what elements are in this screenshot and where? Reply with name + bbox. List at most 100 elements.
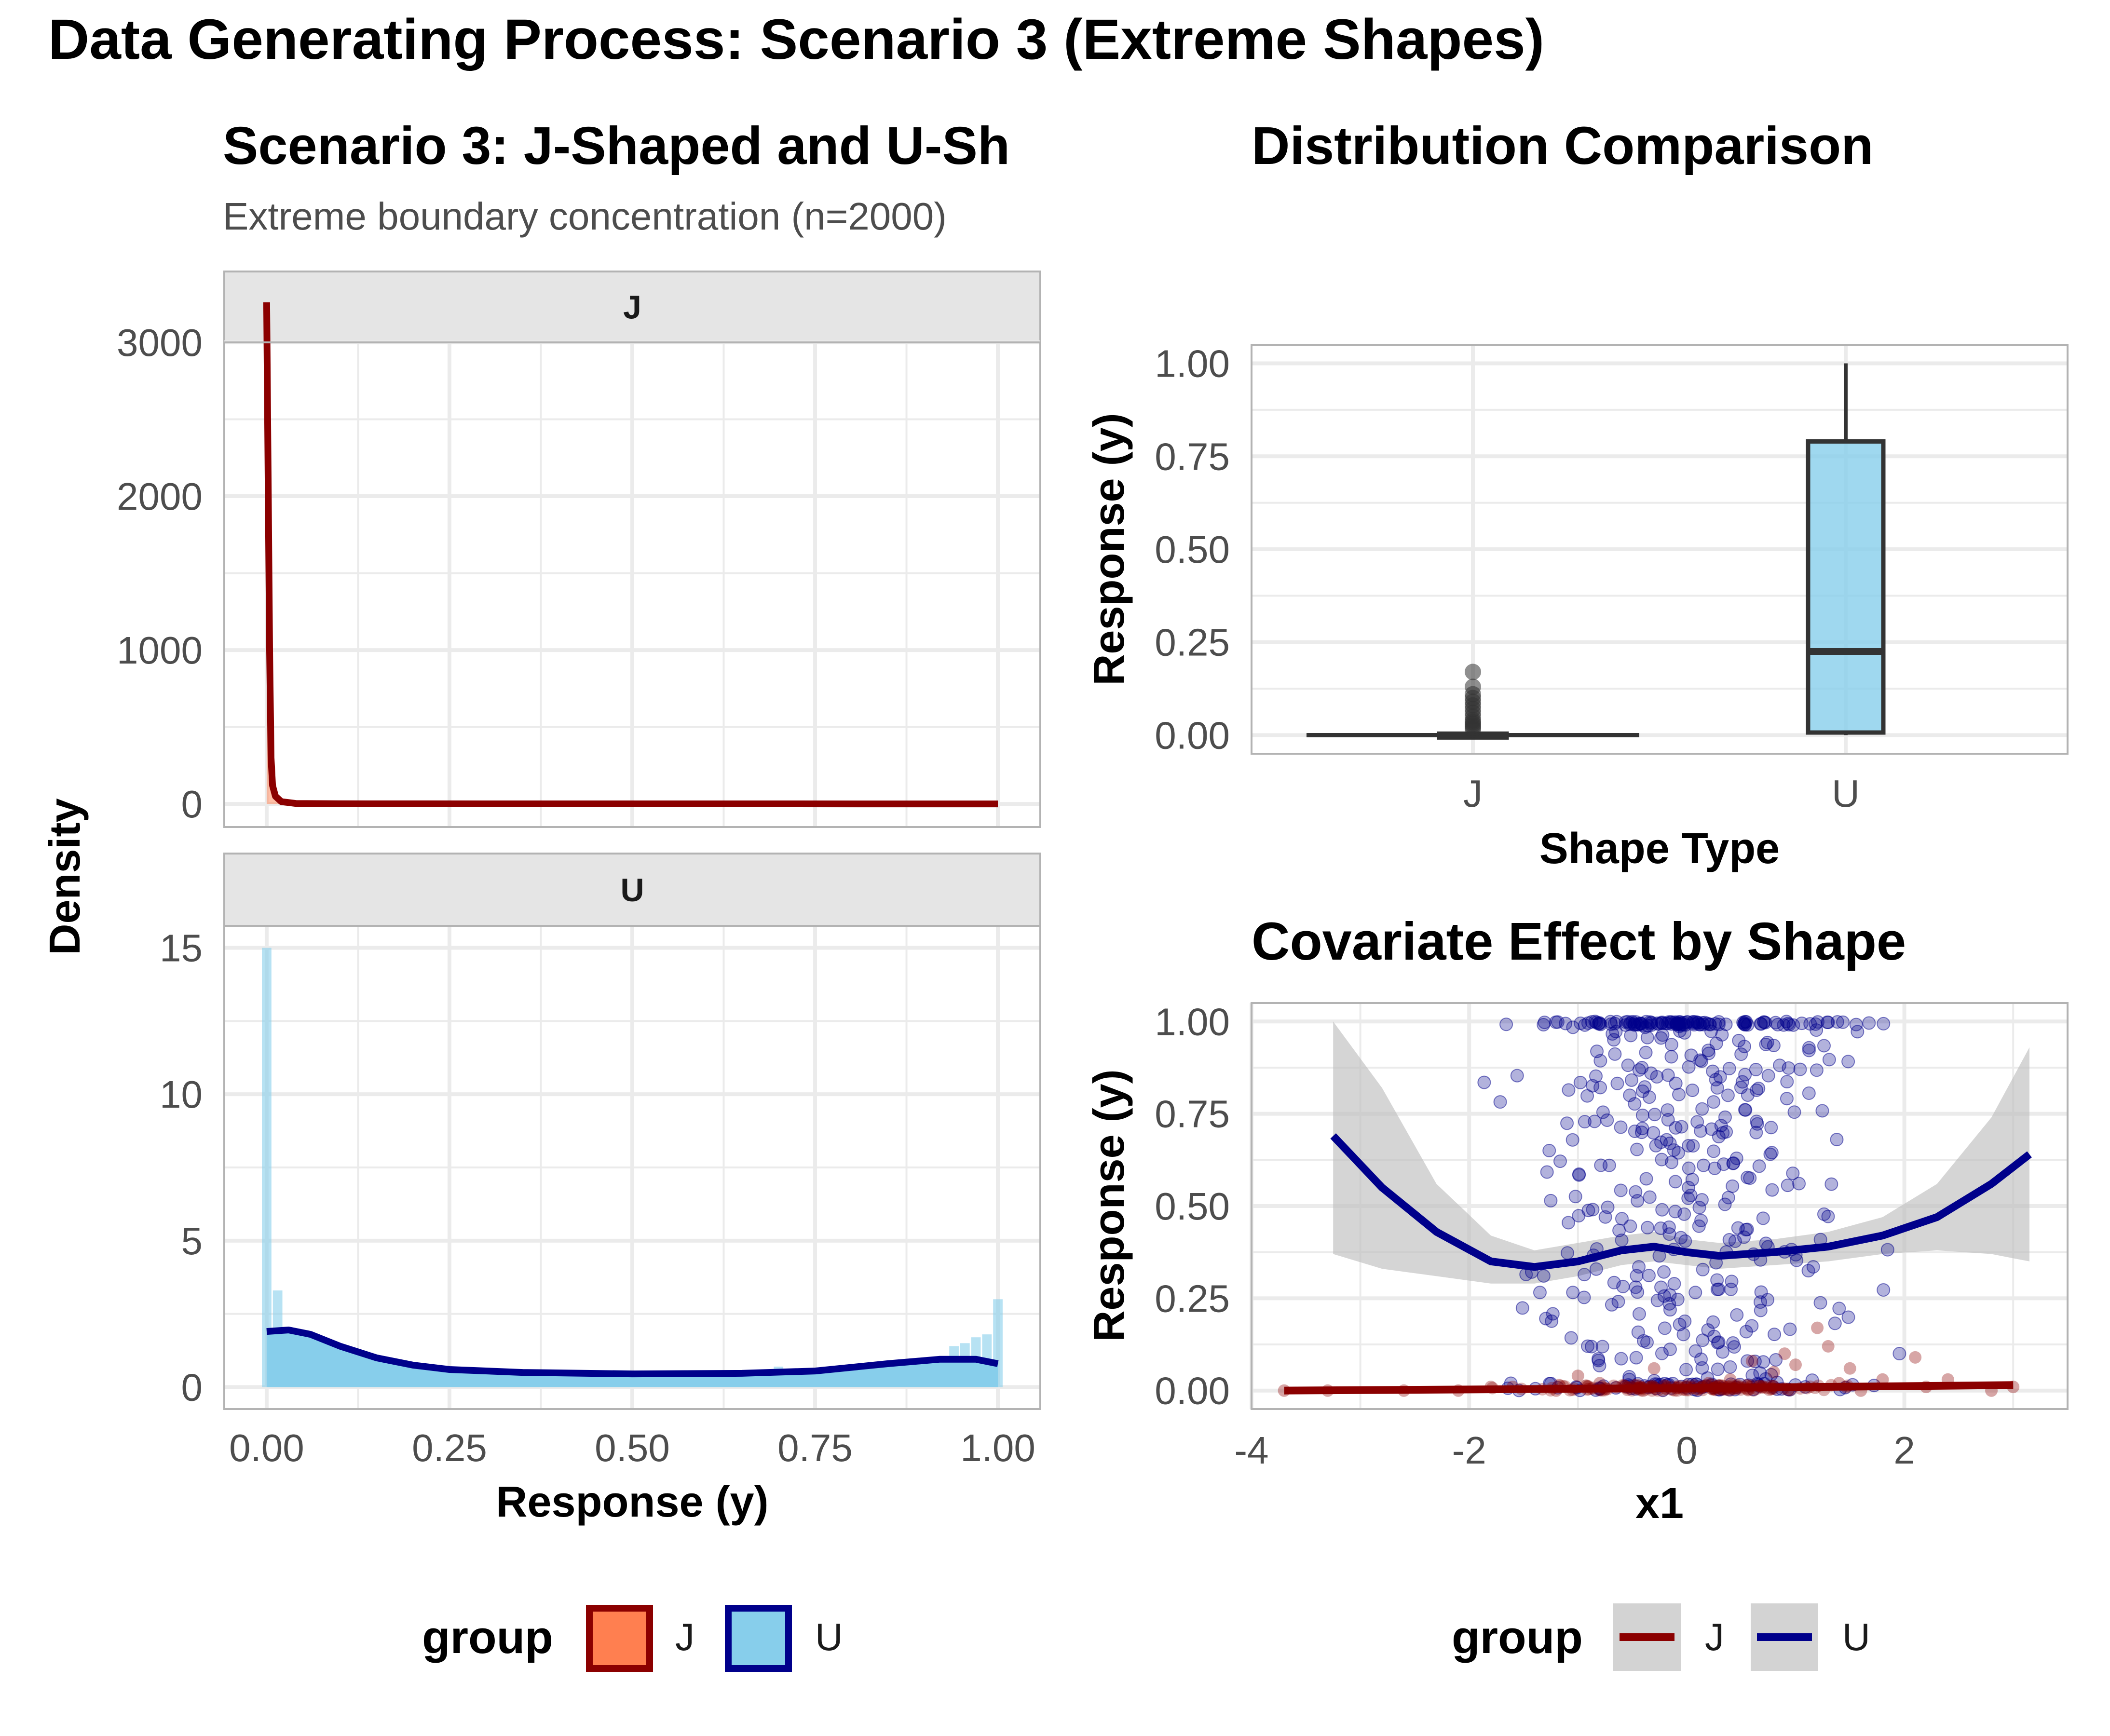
facet-strip-J [223,271,1041,343]
panel-border [223,925,1041,1410]
panel-border [1251,344,2069,755]
scatter-point-U [1695,1193,1709,1207]
scatter-point-U [1806,1260,1820,1274]
scatter-point-U [1635,1122,1649,1136]
scatter-point-U [1752,1082,1766,1096]
scatter-point-U [1707,1144,1721,1158]
scatter-point-U [1752,1159,1766,1173]
scatter-point-U [1578,1115,1592,1129]
scatter-point-U [1684,1048,1698,1062]
scatter-point-U [1849,1017,1863,1031]
scatter-point-U [1601,1200,1615,1214]
scatter-point-U [1738,1040,1752,1054]
scatter-point-U [1721,1088,1735,1102]
x-tick-label: 0.00 [229,1426,304,1469]
y-tick-label: 2000 [117,475,203,518]
scatter-point-U [1712,1130,1726,1144]
scatter-point-U [1663,1343,1677,1356]
legend-title: group [1452,1612,1583,1663]
scatter-point-U [1754,1285,1768,1299]
scatter-point-U [1681,1015,1695,1029]
scatter-point-U [1589,1262,1603,1276]
scatter-point-U [1621,1058,1635,1072]
facet-strip-label: J [623,289,641,326]
x-axis-label: x1 [1635,1479,1684,1528]
y-tick-label: 0 [181,1366,203,1409]
scatter-point-U [1611,1295,1625,1309]
scatter-point-U [1764,1121,1778,1135]
scatter-point-U [1771,1017,1785,1031]
x-tick-label: U [1832,772,1860,815]
scatter-point-U [1580,1089,1594,1103]
y-tick-label: 0.75 [1155,1093,1230,1136]
y-axis-label: Response (y) [1085,413,1133,685]
scatter-point-U [1702,1017,1716,1031]
scatter-point-U [1786,1166,1800,1180]
scatter-point-U [1719,1017,1733,1031]
scatter-point-U [1736,1016,1750,1030]
panel-border [1251,1002,2069,1410]
scatter-point-U [1593,1359,1606,1373]
scatter-point-U [1574,1016,1588,1030]
scatter-point-U [1780,1075,1794,1089]
scatter-point-U [1627,1016,1641,1030]
scatter-point-U [1568,1190,1582,1204]
scatter-point-U [1802,1086,1816,1100]
scatter-point-U [1594,1158,1608,1172]
y-tick-label: 15 [160,927,203,970]
scatter-point-U [1769,1016,1783,1030]
scatter-point-U [1661,1103,1674,1117]
scatter-point-U [1664,1155,1678,1169]
scatter-point-U [1632,1307,1646,1321]
scatter-point-U [1750,1083,1764,1097]
panel-border [223,341,1041,828]
scatter-point-U [1671,1292,1685,1306]
scatter-point-U [1810,1063,1824,1077]
scatter-point-U [1750,1114,1764,1128]
scatter-point-U [1674,1015,1688,1029]
x-tick-label: 2 [1893,1429,1915,1472]
scatter-point-U [1682,1180,1696,1194]
scatter-point-U [1629,1185,1643,1199]
scatter-point-U [1710,1081,1724,1095]
scatter-point-U [1635,1060,1649,1074]
scatter-point-U [1817,1207,1831,1221]
scatter-point-U [1726,1336,1740,1350]
scatter-point-U [1559,1017,1573,1031]
scatter-point-U [1679,1363,1693,1377]
scatter-point-U [1717,1157,1731,1171]
x-tick-label: 0 [1676,1429,1698,1472]
scatter-point-U [1792,1177,1806,1191]
scatter-point-U [1694,1352,1708,1366]
scatter-point-U [1678,1234,1692,1248]
scatter-point-U [1592,1354,1606,1368]
scatter-point-U [1754,1303,1768,1317]
y-axis-label: Density [41,798,89,955]
scatter-point-U [1667,1277,1681,1291]
scatter-point-U [1695,1102,1709,1116]
scatter-point-U [1643,1190,1657,1204]
scatter-point-U [1697,1158,1711,1172]
scatter-point-U [1722,1233,1736,1247]
scatter-point-U [1607,1033,1621,1047]
scatter-point-U [1824,1177,1838,1191]
facet-strip-label: U [620,872,644,909]
scatter-point-U [1623,1016,1637,1030]
density-line-J [263,302,998,808]
scatter-point-U [1841,1310,1855,1324]
scatter-point-U [1593,1016,1606,1030]
scatter-point-U [1686,1084,1700,1098]
scatter-point-U [1634,1126,1648,1139]
scatter-point-U [1682,1139,1696,1153]
scatter-point-U [1664,1050,1678,1064]
scatter-point-U [1759,1037,1773,1051]
scatter-point-U [1793,1062,1807,1076]
scatter-point-U [1735,1075,1749,1089]
x-axis-label: Shape Type [1539,825,1780,873]
scatter-point-U [1610,1076,1624,1090]
scatter-point-U [1650,1293,1664,1307]
scatter-point-U [1562,1083,1576,1097]
scatter-point-U [1715,1345,1729,1359]
scatter-point-U [1499,1017,1513,1031]
figure-title: Data Generating Process: Scenario 3 (Ext… [48,8,1544,71]
